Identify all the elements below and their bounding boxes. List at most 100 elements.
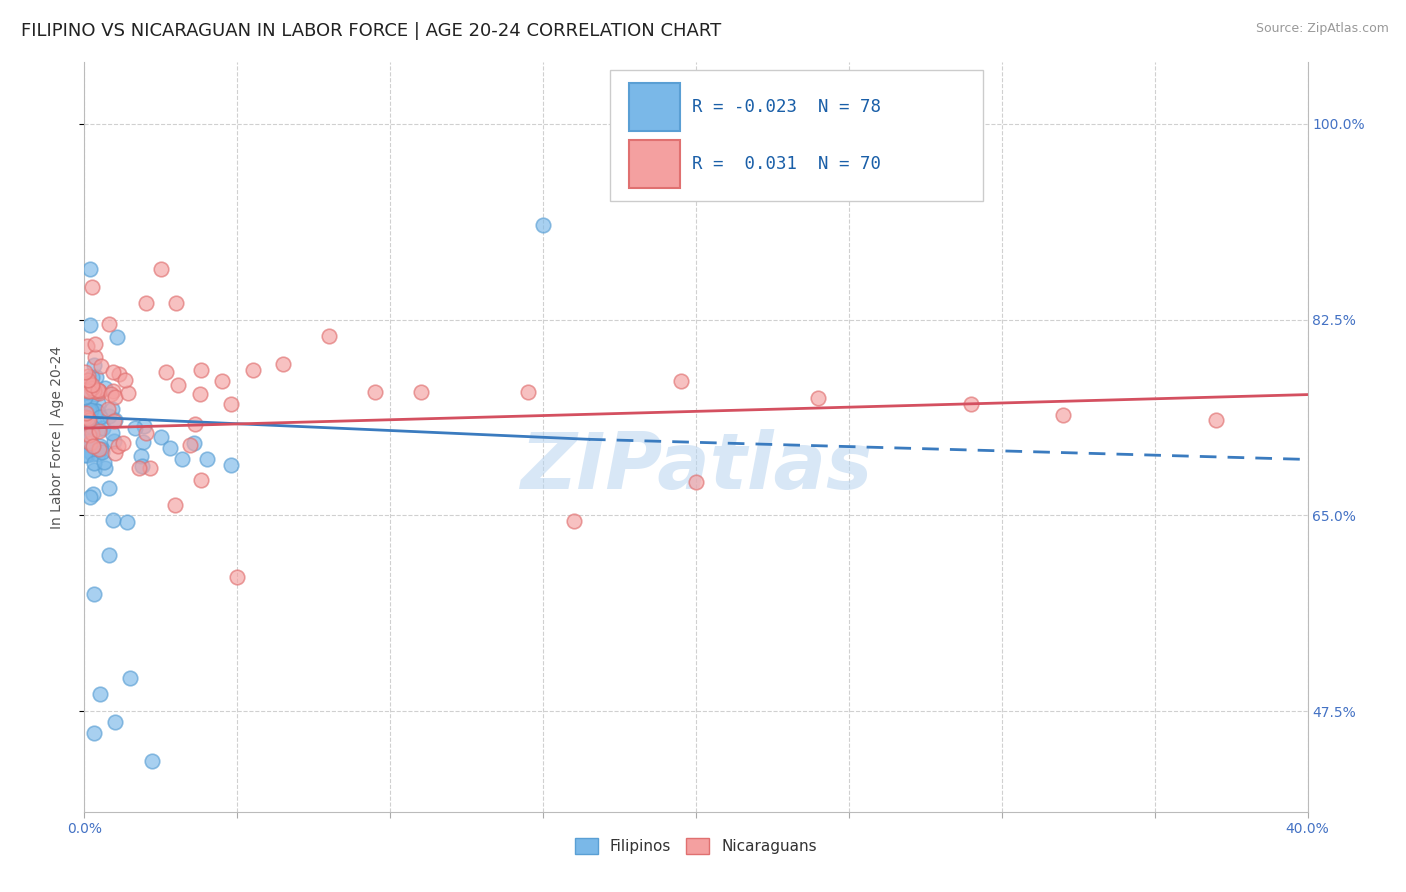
Point [807,391,830,405]
Point [89,385,111,400]
Point [82,420,104,434]
Point [107,330,129,344]
Point [77,384,100,399]
Point [183,435,205,450]
Point [79,262,101,277]
Point [83,337,105,351]
Point [87,384,110,398]
Point [90,442,112,456]
Text: Source: ZipAtlas.com: Source: ZipAtlas.com [1256,22,1389,36]
Point [75,432,97,446]
Point [190,473,212,487]
Point [103,513,125,527]
Point [76,414,98,428]
Point [108,367,131,381]
Point [141,755,163,769]
Point [84,351,107,365]
Point [75,406,97,420]
Point [167,378,190,392]
Point [97,548,120,562]
Point [101,401,124,416]
Point [149,262,172,277]
Point [179,438,201,452]
Point [93,455,115,469]
Point [75,365,97,379]
Point [97,318,120,332]
Legend: Filipinos, Nicaraguans: Filipinos, Nicaraguans [568,832,824,860]
Point [76,385,98,400]
Point [84,403,107,417]
Point [104,390,127,404]
Point [271,358,294,372]
Point [82,486,104,500]
Point [120,671,142,685]
Point [86,396,108,410]
Point [190,363,212,377]
Point [79,318,101,333]
Point [75,420,97,434]
Point [516,385,538,400]
Point [77,384,100,398]
Point [73,436,96,450]
Point [226,570,249,584]
Point [103,384,125,398]
Point [97,481,120,495]
Point [128,460,150,475]
Point [76,386,98,401]
Point [90,359,112,373]
Y-axis label: In Labor Force | Age 20-24: In Labor Force | Age 20-24 [49,345,63,529]
Point [100,387,122,401]
Point [77,403,100,417]
Point [77,444,100,458]
Point [219,458,242,472]
Point [77,373,100,387]
Point [75,409,97,424]
Point [77,369,100,384]
Point [89,439,111,453]
Point [76,339,98,353]
Text: FILIPINO VS NICARAGUAN IN LABOR FORCE | AGE 20-24 CORRELATION CHART: FILIPINO VS NICARAGUAN IN LABOR FORCE | … [21,22,721,40]
Point [79,431,101,445]
Point [172,452,194,467]
Point [111,435,134,450]
Point [409,385,432,400]
Point [82,369,104,384]
Point [84,387,107,401]
Point [242,363,264,377]
Point [107,439,129,453]
Point [103,414,125,428]
FancyBboxPatch shape [628,83,681,130]
Point [86,370,108,384]
Point [83,462,105,476]
Point [318,329,340,343]
Text: R =  0.031  N = 70: R = 0.031 N = 70 [692,154,882,172]
Point [139,461,162,475]
Point [79,490,101,504]
Point [75,390,97,404]
Point [93,381,115,395]
Point [80,425,103,440]
FancyBboxPatch shape [610,70,983,201]
Point [134,419,156,434]
Point [79,436,101,450]
Point [83,415,105,429]
Point [129,449,152,463]
Point [76,424,98,438]
Point [89,687,111,701]
Point [77,411,100,425]
Point [669,374,692,388]
Point [97,401,120,416]
Point [90,444,112,458]
Point [89,424,111,438]
Point [76,418,98,433]
Point [77,413,100,427]
Point [132,435,155,450]
Point [73,383,96,397]
Point [79,426,101,441]
Point [364,385,387,400]
Point [76,426,98,441]
Point [562,514,585,528]
Point [80,391,103,405]
Point [79,438,101,452]
Point [103,365,125,379]
